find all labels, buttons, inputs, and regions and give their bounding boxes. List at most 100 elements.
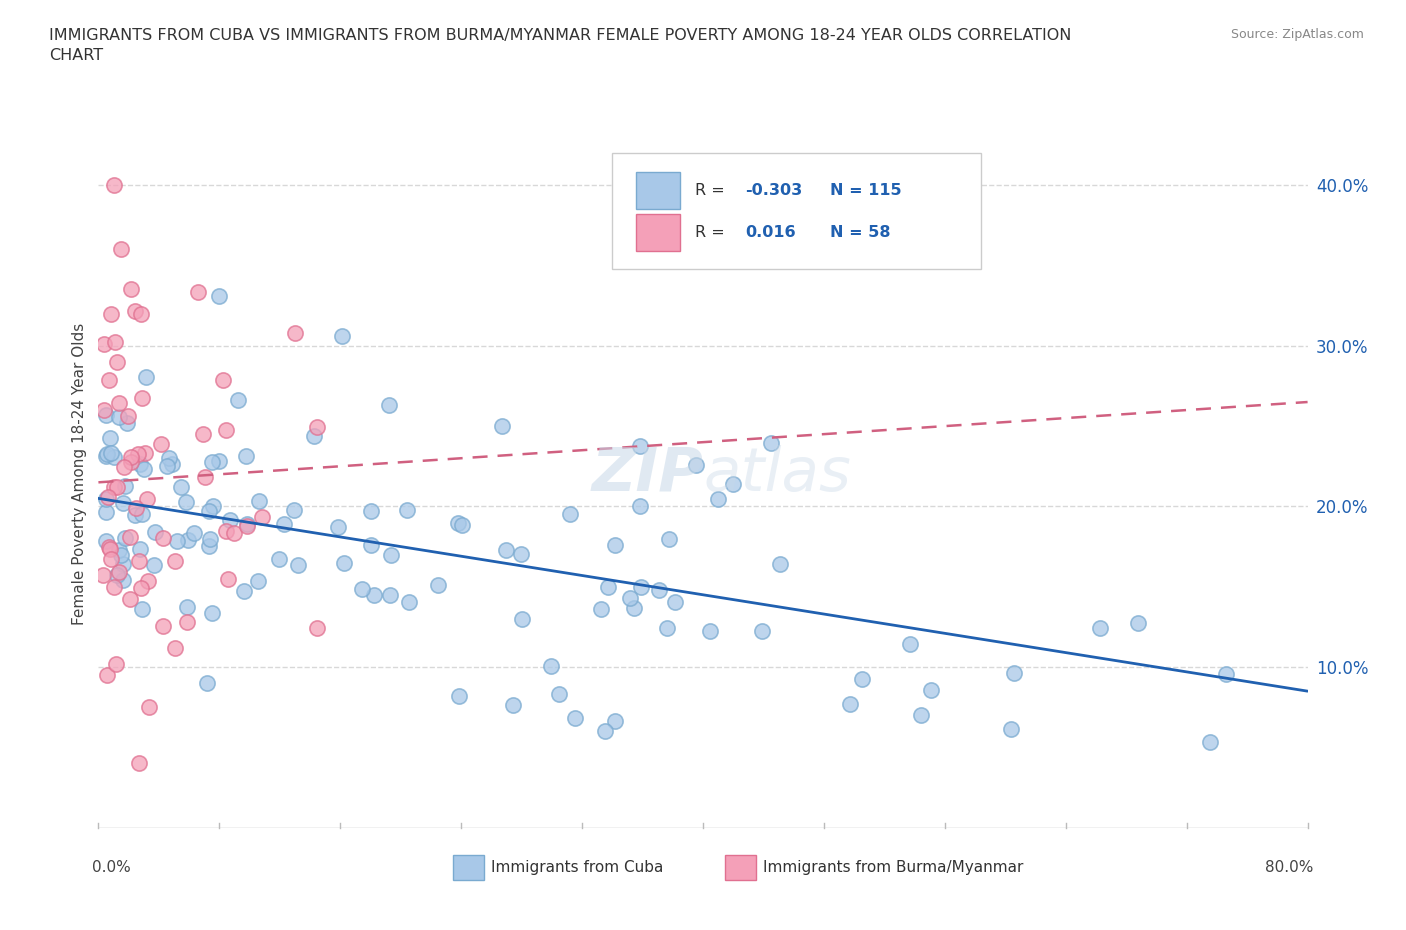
Point <box>564 711 586 725</box>
Point <box>1215 667 1237 682</box>
Point <box>176 615 198 630</box>
Point <box>218 512 240 527</box>
Point <box>105 657 128 671</box>
Point <box>163 553 186 568</box>
Point <box>135 492 157 507</box>
Point <box>198 504 221 519</box>
Point <box>326 519 349 534</box>
Text: ZIP: ZIP <box>591 445 703 504</box>
Point <box>94 534 117 549</box>
Point <box>426 578 449 592</box>
Text: Source: ZipAtlas.com: Source: ZipAtlas.com <box>1230 28 1364 41</box>
Point <box>131 391 153 405</box>
Point <box>195 676 218 691</box>
Point <box>131 506 153 521</box>
Point <box>1088 620 1111 635</box>
Point <box>1126 616 1149 631</box>
Point <box>247 494 270 509</box>
Point <box>129 541 152 556</box>
Point <box>120 450 142 465</box>
Text: Immigrants from Burma/Myanmar: Immigrants from Burma/Myanmar <box>763 859 1024 875</box>
Point <box>721 477 744 492</box>
Point <box>658 531 681 546</box>
Text: R =: R = <box>695 182 730 198</box>
FancyBboxPatch shape <box>453 855 484 880</box>
FancyBboxPatch shape <box>637 214 681 251</box>
Point <box>96 446 118 461</box>
Point <box>128 756 150 771</box>
Point <box>118 530 141 545</box>
Point <box>305 620 328 635</box>
Point <box>108 542 131 557</box>
Point <box>111 573 134 588</box>
Point <box>451 517 474 532</box>
Point <box>628 498 651 513</box>
Point <box>134 445 156 460</box>
Point <box>495 542 517 557</box>
Text: 80.0%: 80.0% <box>1265 859 1313 874</box>
Point <box>170 480 193 495</box>
Point <box>273 517 295 532</box>
Point <box>1000 722 1022 737</box>
Point <box>152 619 174 634</box>
Point <box>208 289 231 304</box>
Point <box>120 455 142 470</box>
Point <box>502 698 524 712</box>
Point <box>152 530 174 545</box>
FancyBboxPatch shape <box>637 172 681 208</box>
Point <box>560 506 582 521</box>
Point <box>236 519 259 534</box>
Point <box>283 502 305 517</box>
Point <box>150 436 173 451</box>
Point <box>177 532 200 547</box>
Point <box>380 548 402 563</box>
Point <box>124 507 146 522</box>
Point <box>395 502 418 517</box>
Point <box>94 407 117 422</box>
Point <box>93 337 115 352</box>
Point <box>187 285 209 299</box>
Point <box>222 525 245 540</box>
Point <box>136 574 159 589</box>
Point <box>191 427 214 442</box>
Point <box>591 602 613 617</box>
Point <box>91 567 114 582</box>
Text: IMMIGRANTS FROM CUBA VS IMMIGRANTS FROM BURMA/MYANMAR FEMALE POVERTY AMONG 18-24: IMMIGRANTS FROM CUBA VS IMMIGRANTS FROM … <box>49 28 1071 62</box>
Text: N = 115: N = 115 <box>830 182 901 198</box>
Point <box>360 538 382 552</box>
Point <box>304 429 326 444</box>
Point <box>920 683 942 698</box>
Point <box>135 369 157 384</box>
Point <box>214 422 236 437</box>
Point <box>201 498 224 513</box>
Point <box>236 517 259 532</box>
Point <box>128 554 150 569</box>
Point <box>305 419 328 434</box>
Point <box>548 686 571 701</box>
Point <box>655 620 678 635</box>
Point <box>707 491 730 506</box>
Point <box>108 395 131 410</box>
Point <box>96 489 118 504</box>
Point <box>540 658 562 673</box>
Point <box>751 623 773 638</box>
Point <box>100 551 122 566</box>
Point <box>108 409 131 424</box>
Point <box>105 354 128 369</box>
Point <box>769 556 792 571</box>
Point <box>142 557 165 572</box>
Point <box>194 470 217 485</box>
Point <box>94 492 117 507</box>
Point <box>103 178 125 193</box>
Point <box>623 601 645 616</box>
Point <box>398 594 420 609</box>
Point <box>235 448 257 463</box>
Point <box>131 307 153 322</box>
Point <box>648 582 671 597</box>
Point <box>603 538 626 552</box>
Point <box>287 557 309 572</box>
Point <box>103 579 125 594</box>
Point <box>174 494 197 509</box>
Point <box>96 667 118 682</box>
Point <box>628 438 651 453</box>
